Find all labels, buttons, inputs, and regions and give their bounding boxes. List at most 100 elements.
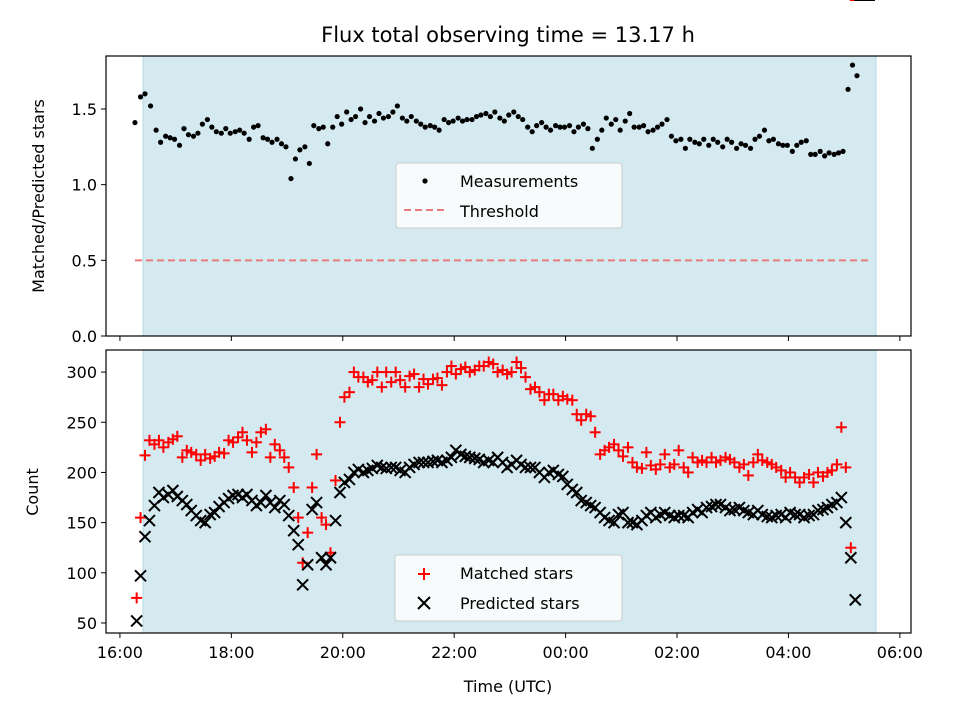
predicted-star-point [385, 461, 398, 474]
matched-star-point [566, 394, 578, 406]
bottom-axes-frame [105, 349, 912, 634]
measurement-point [668, 133, 675, 139]
matched-star-point [334, 416, 346, 428]
matched-star-point [575, 414, 587, 426]
measurement-point [780, 142, 786, 148]
matched-star-point [366, 374, 378, 386]
matched-star-point [492, 366, 504, 378]
matched-star-point [613, 444, 625, 456]
measurement-point [738, 141, 744, 147]
measurement-point [142, 91, 148, 97]
predicted-star-point [278, 498, 291, 511]
measurement-point [710, 136, 716, 142]
matched-star-point [236, 426, 248, 438]
measurement-point [218, 130, 224, 136]
measurement-point [371, 118, 378, 124]
measurement-point [408, 113, 414, 120]
predicted-star-point [835, 491, 848, 504]
matched-star-point [450, 368, 462, 380]
measurement-point [812, 151, 818, 157]
predicted-star-point [788, 508, 802, 521]
measurement-point [436, 127, 442, 133]
matched-star-point [320, 519, 332, 531]
predicted-star-point [315, 551, 328, 564]
measurement-point [153, 127, 159, 133]
measurement-point [441, 116, 447, 123]
top-ytick-label: 0.5 [72, 251, 97, 270]
measurement-point [325, 141, 331, 147]
measurement-point [835, 150, 842, 156]
legend-predicted-marker [417, 596, 431, 610]
matched-star-point [826, 464, 838, 476]
measurement-point [302, 144, 308, 150]
matched-star-point [831, 458, 843, 470]
measurement-point [255, 123, 261, 129]
measurement-point [525, 124, 531, 130]
predicted-star-point [524, 461, 537, 474]
matched-star-point [622, 441, 634, 453]
matched-star-point [250, 436, 262, 448]
predicted-star-point [180, 498, 193, 511]
top-panel: 0.0 0.5 1.0 1.5 Flux total observing time =… [29, 23, 912, 346]
matched-star-point [246, 446, 258, 458]
predicted-star-point [291, 538, 305, 551]
bottom-yticks: 50 100 150 200 250 300 [66, 363, 106, 633]
measurement-point [366, 113, 373, 120]
measurement-point [682, 145, 688, 151]
xtick-label: 16:00 [97, 643, 143, 662]
matched-star-point [260, 423, 272, 435]
measurement-point [547, 127, 554, 133]
measurement-point [636, 124, 642, 130]
measurement-point [422, 124, 428, 130]
measurement-point [237, 127, 243, 133]
measurement-point [534, 123, 540, 129]
measurement-point [789, 148, 795, 154]
measurement-point [394, 103, 400, 109]
measurement-point [599, 127, 605, 133]
measurement-point [566, 123, 573, 129]
measurement-point [339, 121, 345, 127]
matched-star-point [302, 527, 314, 539]
measurement-point [756, 133, 763, 139]
measurement-point [264, 136, 271, 142]
measurement-point [854, 73, 860, 79]
matched-star-point [283, 461, 295, 473]
predicted-star-point [208, 506, 221, 519]
measurement-point [473, 113, 480, 120]
matched-star-point [640, 446, 652, 458]
matched-star-point [213, 446, 225, 458]
predicted-star-point [802, 509, 816, 522]
measurement-point [163, 133, 169, 139]
measurement-point [631, 124, 637, 130]
measurement-point [269, 139, 275, 145]
measurement-point [603, 115, 609, 121]
predicted-star-point [570, 486, 583, 499]
measurement-point [446, 119, 452, 126]
measurement-point [594, 136, 600, 142]
predicted-star-point [468, 452, 482, 465]
measurement-point [692, 139, 698, 145]
top-ytick-label: 0.0 [72, 327, 97, 346]
measurement-point [344, 109, 350, 115]
measurement-point [297, 147, 303, 153]
top-y-axis-label: Matched/Predicted stars [29, 99, 48, 293]
legend-predicted-label: Predicted stars [460, 594, 580, 613]
xtick-label: 18:00 [208, 643, 254, 662]
matched-star-point [269, 438, 281, 450]
matched-star-point [157, 441, 169, 453]
matched-star-point [311, 448, 323, 460]
measurement-point [497, 115, 503, 121]
matched-star-point [278, 451, 290, 463]
matched-star-point [687, 451, 699, 463]
matched-star-point [803, 468, 815, 480]
top-ytick-label: 1.5 [72, 100, 97, 119]
predicted-star-point [282, 509, 295, 522]
predicted-star-point [723, 504, 737, 517]
matched-star-point [617, 450, 629, 462]
matched-star-point [728, 456, 740, 468]
matched-star-point [376, 381, 388, 393]
measurement-point [376, 110, 382, 117]
top-ytick-label: 1.0 [72, 176, 97, 195]
legend-measurements-label: Measurements [460, 172, 578, 191]
measurement-point [478, 112, 484, 118]
